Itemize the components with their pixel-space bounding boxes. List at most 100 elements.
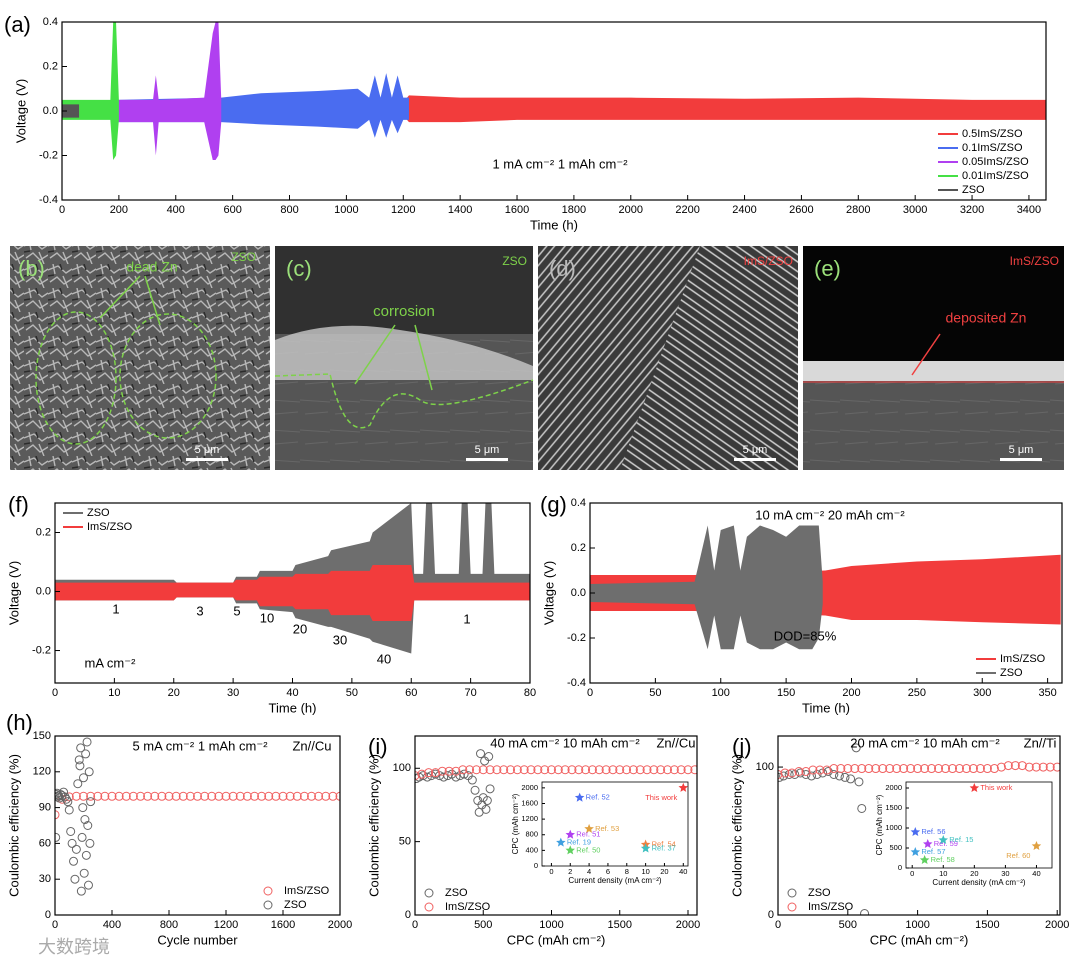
- data-point: [533, 765, 543, 775]
- x-tick-label: 1200: [391, 204, 415, 216]
- data-point: [61, 794, 71, 804]
- scale-bar: [1000, 458, 1042, 461]
- data-point: [885, 764, 895, 774]
- x-tick-label: 1500: [975, 919, 999, 931]
- y-axis-label: Coulombic efficiency (%): [366, 754, 381, 897]
- panel-label: (j): [732, 734, 752, 759]
- data-point: [1010, 761, 1020, 771]
- x-tick-label: 10: [939, 869, 947, 878]
- data-point: [71, 791, 81, 801]
- data-point: [567, 765, 577, 775]
- data-point: [1038, 762, 1048, 772]
- plot-area: [62, 22, 1046, 160]
- annotation: ZSO: [231, 250, 256, 264]
- x-tick-label: 1600: [271, 919, 295, 931]
- y-tick-label: 0: [45, 909, 51, 921]
- x-tick-label: 50: [346, 687, 358, 699]
- x-tick-label: 40: [679, 867, 687, 876]
- y-tick-label: 2000: [885, 783, 902, 792]
- data-point: [328, 791, 338, 801]
- annotation: 20 mA cm⁻² 10 mAh cm⁻²: [850, 735, 1000, 750]
- data-point: [989, 764, 999, 774]
- annotation: 1: [112, 601, 119, 616]
- data-point: [864, 764, 874, 774]
- data-point: [601, 765, 611, 775]
- x-axis-label: Time (h): [802, 700, 850, 715]
- plot-area: [415, 749, 697, 817]
- annotation: DOD=85%: [774, 628, 837, 643]
- data-point: [669, 765, 679, 775]
- voltage-band: [62, 104, 80, 118]
- y-tick-label: 100: [393, 762, 411, 774]
- y-tick-label: 1500: [885, 803, 902, 812]
- star-point: [678, 782, 688, 792]
- panel-label: (b): [18, 256, 45, 281]
- x-tick-label: 0: [59, 204, 65, 216]
- data-point: [594, 765, 604, 775]
- data-point: [512, 765, 522, 775]
- data-point: [335, 791, 340, 801]
- data-point: [829, 764, 839, 774]
- x-tick-label: 2400: [732, 204, 756, 216]
- data-point: [574, 765, 584, 775]
- data-point: [81, 749, 91, 759]
- star-point: [910, 847, 921, 856]
- scale-bar-label: 5 μm: [1009, 444, 1034, 456]
- y-tick-label: 0.2: [571, 542, 586, 554]
- x-tick-label: 500: [474, 919, 492, 931]
- data-point: [69, 856, 79, 866]
- y-tick-label: -0.4: [39, 194, 58, 206]
- data-point: [424, 768, 434, 778]
- x-tick-label: 0: [549, 867, 553, 876]
- point-label: Ref. 54: [652, 839, 676, 848]
- legend-label: 0.05ImS/ZSO: [962, 156, 1029, 168]
- data-point: [207, 791, 217, 801]
- data-point: [82, 737, 92, 747]
- data-point: [299, 791, 309, 801]
- x-axis-label: Time (h): [269, 700, 317, 715]
- data-point: [499, 765, 509, 775]
- inset-background: [508, 778, 694, 886]
- data-point: [546, 765, 556, 775]
- annotation: 3: [196, 603, 203, 618]
- data-point: [860, 909, 870, 915]
- y-tick-label: 120: [33, 766, 51, 778]
- data-point: [76, 743, 86, 753]
- data-point: [794, 767, 804, 777]
- panel-label: (e): [814, 256, 841, 281]
- y-axis-label: CPC (mAh cm⁻²): [511, 793, 520, 854]
- x-tick-label: 0: [910, 869, 914, 878]
- scale-bar-label: 5 μm: [743, 444, 768, 456]
- data-point: [622, 765, 632, 775]
- layer: [275, 325, 533, 380]
- data-point: [314, 791, 324, 801]
- data-point: [778, 769, 783, 779]
- data-point: [540, 765, 550, 775]
- data-point: [250, 791, 259, 801]
- point-label: This work: [980, 783, 1012, 792]
- data-point: [307, 791, 316, 801]
- data-point: [471, 765, 481, 775]
- panel-label: (c): [286, 256, 312, 281]
- x-tick-label: 30: [1001, 869, 1009, 878]
- data-point: [478, 765, 488, 775]
- x-tick-label: 10: [641, 867, 649, 876]
- data-point: [581, 765, 591, 775]
- data-point: [467, 775, 477, 785]
- x-tick-label: 300: [973, 687, 991, 699]
- plot-frame: [61, 21, 1047, 201]
- data-point: [615, 765, 625, 775]
- x-tick-label: 2200: [675, 204, 699, 216]
- data-point: [278, 791, 288, 801]
- data-point: [200, 791, 210, 801]
- x-tick-label: 6: [606, 867, 610, 876]
- x-tick-label: 2000: [328, 919, 352, 931]
- data-point: [1052, 762, 1060, 772]
- y-tick-label: 1600: [521, 798, 538, 807]
- data-point: [996, 762, 1006, 772]
- data-point: [982, 764, 992, 774]
- y-tick-label: 60: [39, 837, 51, 849]
- legend-label: 0.5ImS/ZSO: [962, 128, 1023, 140]
- point-label: Ref. 50: [576, 845, 600, 854]
- x-tick-label: 800: [160, 919, 178, 931]
